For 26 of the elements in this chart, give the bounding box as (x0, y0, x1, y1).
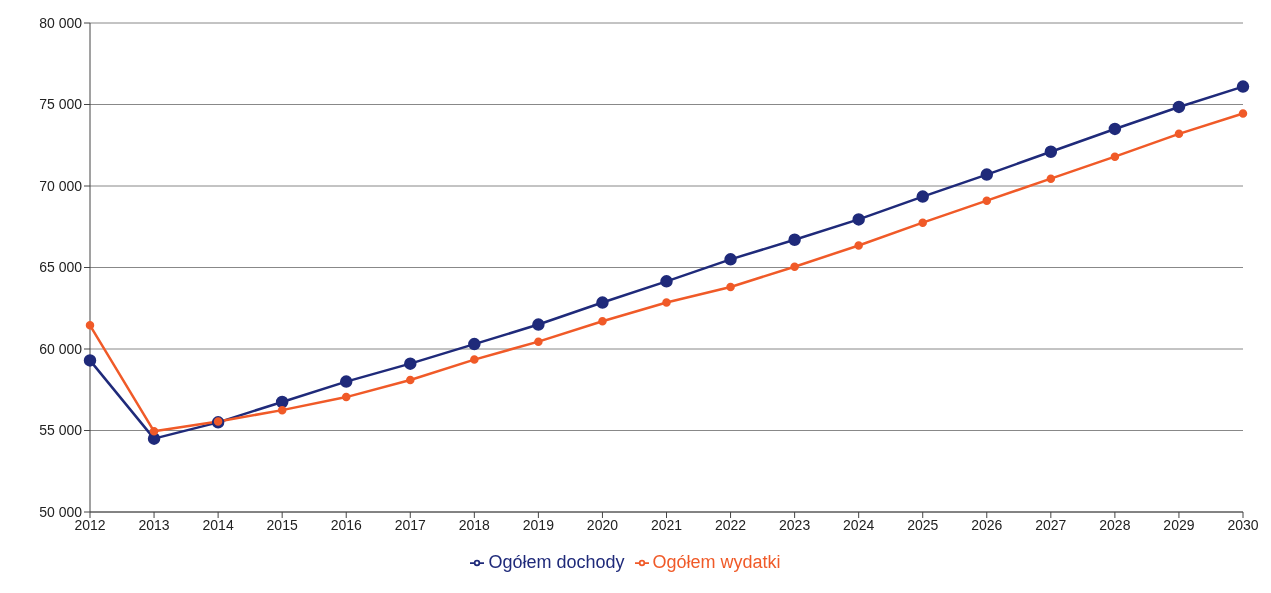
x-tick-label: 2024 (843, 516, 875, 533)
x-tick-label: 2025 (907, 516, 939, 533)
x-tick-label: 2014 (202, 516, 234, 533)
x-tick-label: 2030 (1227, 516, 1259, 533)
x-tick-label: 2017 (394, 516, 427, 533)
x-tick-label: 2022 (714, 516, 747, 533)
legend-label: Ogółem wydatki (652, 552, 781, 572)
x-tick-label: 2019 (522, 516, 555, 533)
x-tick-label: 2016 (330, 516, 362, 533)
y-tick-label: 60 000 (39, 340, 83, 357)
x-tick-label: 2028 (1099, 516, 1131, 533)
legend-label: Ogółem dochody (488, 552, 625, 572)
y-tick-label: 55 000 (39, 422, 83, 439)
x-tick-label: 2015 (266, 516, 298, 533)
y-tick-label: 80 000 (39, 14, 83, 31)
y-tick-label: 65 000 (39, 259, 83, 276)
x-tick-label: 2013 (138, 516, 170, 533)
x-tick-label: 2029 (1163, 516, 1195, 533)
x-tick-label: 2026 (971, 516, 1003, 533)
x-tick-label: 2018 (458, 516, 491, 533)
y-tick-label: 70 000 (39, 177, 83, 194)
x-tick-label: 2027 (1035, 516, 1067, 533)
x-tick-label: 2023 (779, 516, 811, 533)
x-tick-label: 2021 (650, 516, 683, 533)
x-tick-label: 2020 (586, 516, 619, 533)
y-tick-label: 75 000 (39, 96, 83, 113)
